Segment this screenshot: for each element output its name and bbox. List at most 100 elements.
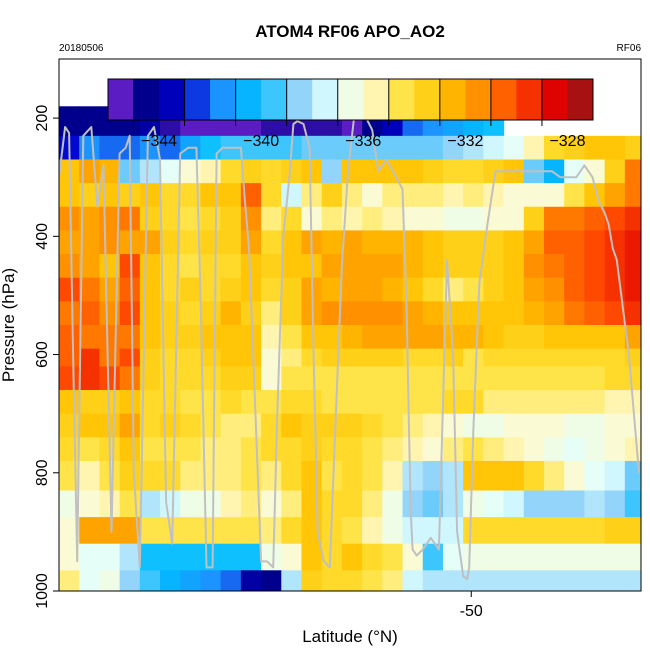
heatmap-cell <box>624 570 641 591</box>
colorbar-frame <box>107 78 594 121</box>
heatmap-cell <box>503 437 525 462</box>
heatmap-cell <box>382 206 404 232</box>
heatmap-cell <box>463 490 484 518</box>
heatmap-cell <box>281 413 303 438</box>
heatmap-cell <box>281 517 303 545</box>
heatmap-cell <box>382 135 404 161</box>
heatmap-cell <box>382 413 404 438</box>
heatmap-cell <box>59 230 80 255</box>
heatmap-cell <box>584 254 606 279</box>
heatmap-cell <box>220 230 242 255</box>
heatmap-cell <box>341 437 363 462</box>
heatmap-cell <box>382 348 404 367</box>
heatmap-cell <box>402 366 424 391</box>
heatmap-cell <box>362 460 383 492</box>
heatmap-cell <box>624 254 641 279</box>
heatmap-cell <box>59 570 80 591</box>
heatmap-cell <box>463 254 484 279</box>
heatmap-cell <box>564 390 586 415</box>
heatmap-cell <box>281 254 303 279</box>
heatmap-cell <box>624 490 641 518</box>
heatmap-cell <box>261 543 282 571</box>
heatmap-cell <box>281 325 303 350</box>
heatmap-cell <box>281 543 303 571</box>
heatmap-cell <box>180 437 202 462</box>
heatmap-cell <box>240 183 262 208</box>
heatmap-cell <box>523 277 545 302</box>
heatmap-cell <box>220 490 242 518</box>
heatmap-cell <box>321 325 343 350</box>
heatmap-cell <box>624 135 641 161</box>
heatmap-cell <box>362 390 383 415</box>
heatmap-cell <box>341 135 363 161</box>
heatmap-cell <box>544 543 565 571</box>
heatmap-cell <box>564 301 586 326</box>
heatmap-cell <box>463 543 484 571</box>
heatmap-cell <box>584 230 606 255</box>
colorbar-swatch <box>159 79 186 120</box>
heatmap-cell <box>624 460 641 492</box>
heatmap-cell <box>584 183 606 208</box>
heatmap-cell <box>523 460 545 492</box>
heatmap-cell <box>59 254 80 279</box>
heatmap-cell <box>321 230 343 255</box>
heatmap-cell <box>422 390 444 415</box>
heatmap-cell <box>544 301 565 326</box>
heatmap-cell <box>362 159 383 184</box>
heatmap-cell <box>281 437 303 462</box>
heatmap-cell <box>99 135 121 161</box>
heatmap-cell <box>240 206 262 232</box>
heatmap-cell <box>422 413 444 438</box>
heatmap-cell <box>200 366 222 391</box>
heatmap-cell <box>180 490 202 518</box>
heatmap-cell <box>139 206 161 232</box>
heatmap-cell <box>463 301 484 326</box>
heatmap-cell <box>463 348 484 367</box>
heatmap-cell <box>79 183 101 208</box>
heatmap-cell <box>604 254 626 279</box>
heatmap-cell <box>604 206 626 232</box>
heatmap-cell <box>362 348 383 367</box>
heatmap-cell <box>523 437 545 462</box>
heatmap-cell <box>503 301 525 326</box>
heatmap-cell <box>564 230 586 255</box>
colorbar-tick-label: −336 <box>345 133 381 150</box>
heatmap-cell <box>240 413 262 438</box>
heatmap-cell <box>463 183 484 208</box>
heatmap-cell <box>564 437 586 462</box>
heatmap-cell <box>362 183 383 208</box>
heatmap-cell <box>604 460 626 492</box>
heatmap-cell <box>321 301 343 326</box>
heatmap-cell <box>624 413 641 438</box>
heatmap-cell <box>200 570 222 591</box>
heatmap-cell <box>341 230 363 255</box>
heatmap-cell <box>422 437 444 462</box>
heatmap-cell <box>139 437 161 462</box>
heatmap-cell <box>301 437 323 462</box>
heatmap-cell <box>604 390 626 415</box>
heatmap-cell <box>200 390 222 415</box>
heatmap-cell <box>382 437 404 462</box>
heatmap-cell <box>119 460 141 492</box>
heatmap-cell <box>321 135 343 161</box>
heatmap-cell <box>301 366 323 391</box>
heatmap-cell <box>119 277 141 302</box>
heatmap-cell <box>341 206 363 232</box>
heatmap-cell <box>261 325 282 350</box>
heatmap-cell <box>79 230 101 255</box>
heatmap-cell <box>119 570 141 591</box>
heatmap-cell <box>382 490 404 518</box>
heatmap-cell <box>341 301 363 326</box>
heatmap-cell <box>604 366 626 391</box>
heatmap-cell <box>240 570 262 591</box>
heatmap-cell <box>99 277 121 302</box>
heatmap-cell <box>200 301 222 326</box>
heatmap-cell <box>564 517 586 545</box>
heatmap-cell <box>220 348 242 367</box>
heatmap-cell <box>382 570 404 591</box>
heatmap-cell <box>79 366 101 391</box>
heatmap-cell <box>544 325 565 350</box>
heatmap-cell <box>422 325 444 350</box>
heatmap-cell <box>160 159 181 184</box>
